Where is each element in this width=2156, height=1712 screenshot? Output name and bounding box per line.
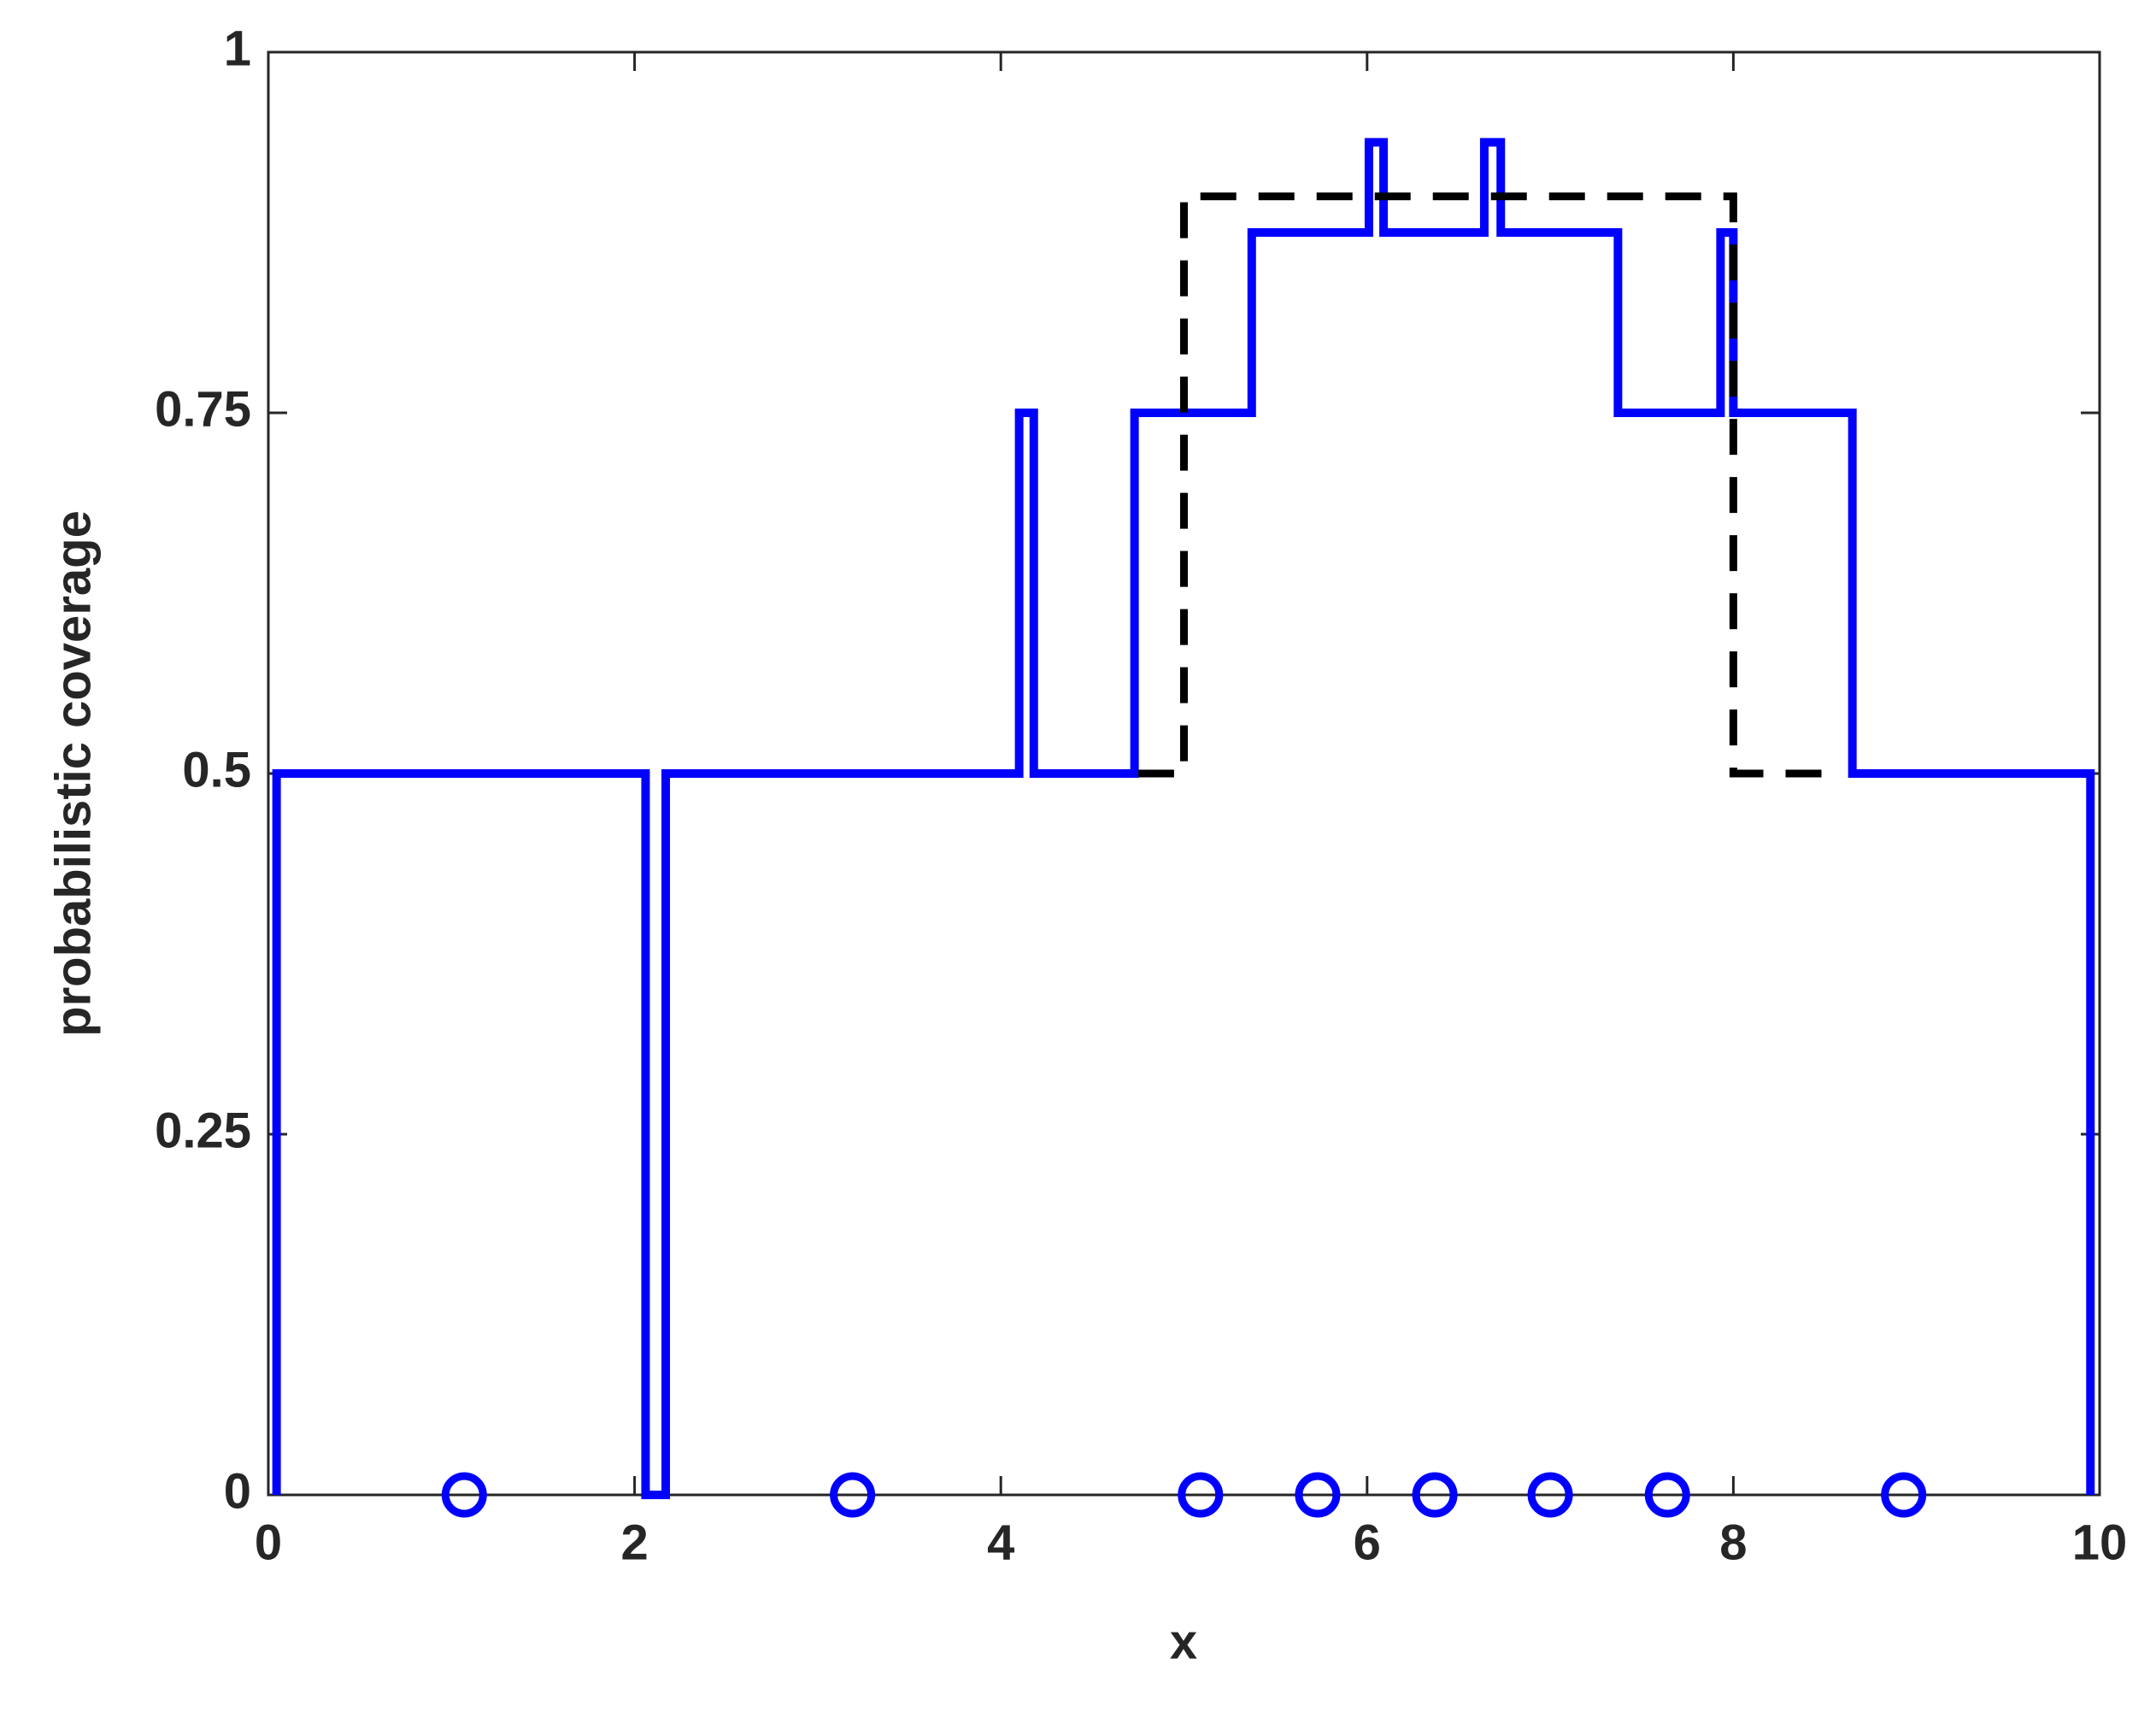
data-point bbox=[1527, 1472, 1573, 1518]
x-axis-label: x bbox=[1170, 1614, 1197, 1669]
line-series bbox=[1137, 192, 1843, 778]
x-tick-label: 4 bbox=[987, 1515, 1014, 1570]
data-point bbox=[441, 1472, 487, 1518]
data-point bbox=[830, 1472, 876, 1518]
x-tick-label: 2 bbox=[620, 1515, 648, 1570]
data-point bbox=[1881, 1472, 1927, 1518]
y-tick-label: 0.75 bbox=[155, 381, 251, 437]
y-tick-label: 0 bbox=[224, 1463, 251, 1519]
data-point bbox=[1412, 1472, 1458, 1518]
y-tick-label: 0.25 bbox=[155, 1103, 251, 1158]
y-axis-label: probabilistic coverage bbox=[45, 510, 101, 1037]
data-point bbox=[1644, 1472, 1690, 1518]
data-point bbox=[1178, 1472, 1224, 1518]
x-tick-label: 6 bbox=[1354, 1515, 1381, 1570]
data-point bbox=[1295, 1472, 1341, 1518]
line-series bbox=[272, 138, 2095, 1499]
x-tick-label: 8 bbox=[1719, 1515, 1747, 1570]
y-tick-label: 0.5 bbox=[182, 742, 251, 797]
x-tick-label: 10 bbox=[2072, 1515, 2128, 1570]
y-tick-label: 1 bbox=[224, 21, 251, 76]
x-tick-label: 0 bbox=[255, 1515, 282, 1570]
